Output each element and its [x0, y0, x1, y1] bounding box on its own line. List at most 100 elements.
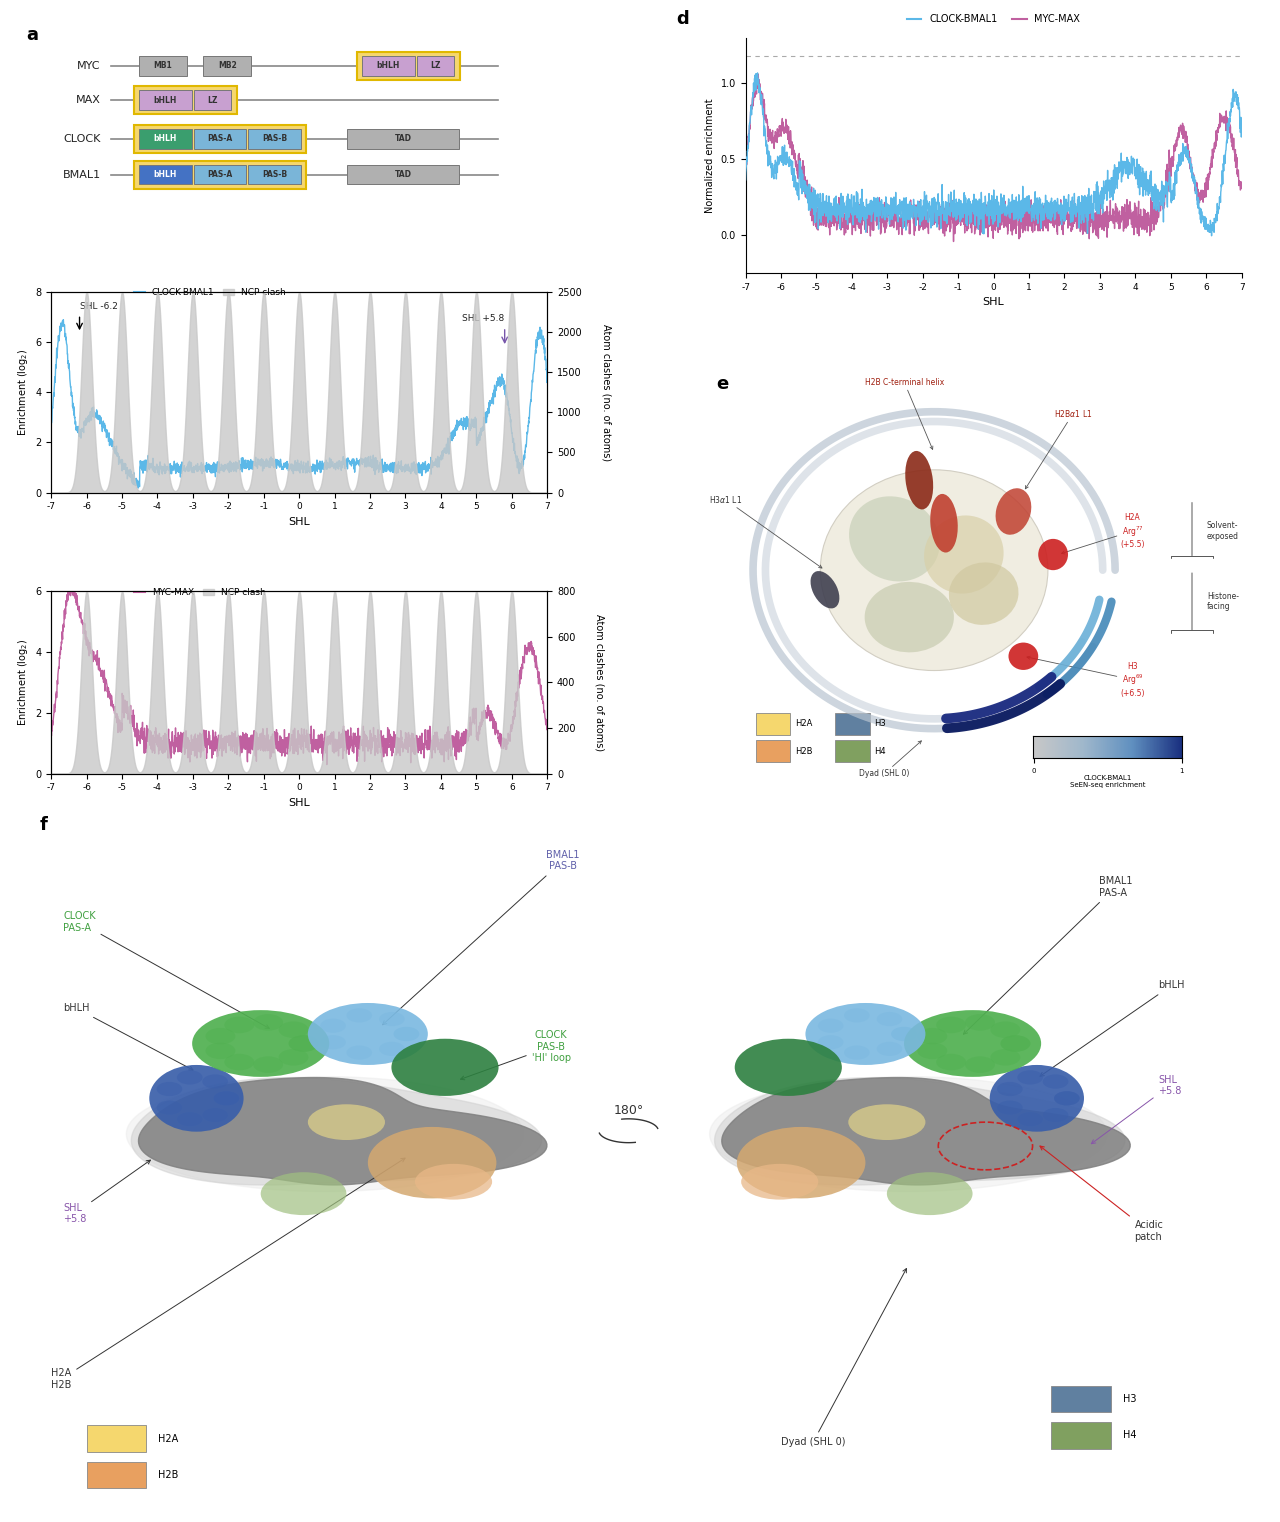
FancyBboxPatch shape	[248, 129, 301, 149]
Text: H2B$\alpha$1 L1: H2B$\alpha$1 L1	[1025, 408, 1092, 489]
Text: a: a	[27, 26, 38, 44]
Text: Acidic
patch: Acidic patch	[1041, 1146, 1164, 1242]
Text: SHL
+5.8: SHL +5.8	[1092, 1075, 1181, 1143]
Ellipse shape	[904, 1011, 1041, 1078]
Ellipse shape	[1018, 1113, 1043, 1126]
Ellipse shape	[991, 1049, 1020, 1065]
Ellipse shape	[887, 1172, 973, 1215]
FancyBboxPatch shape	[357, 52, 460, 81]
Bar	[87, 1426, 146, 1452]
Text: PAS-A: PAS-A	[207, 170, 233, 180]
Legend: MYC-MAX, NCP clash: MYC-MAX, NCP clash	[131, 584, 269, 601]
Ellipse shape	[810, 571, 840, 609]
Ellipse shape	[737, 1126, 865, 1198]
Ellipse shape	[214, 1091, 239, 1105]
Bar	[1051, 1385, 1111, 1412]
FancyBboxPatch shape	[204, 56, 251, 76]
FancyBboxPatch shape	[140, 129, 192, 149]
Ellipse shape	[320, 1018, 346, 1033]
Ellipse shape	[308, 1105, 385, 1140]
Ellipse shape	[948, 563, 1019, 626]
Ellipse shape	[308, 1003, 428, 1065]
Text: SHL +5.8: SHL +5.8	[462, 314, 504, 323]
Text: H2A: H2A	[159, 1434, 179, 1443]
Ellipse shape	[202, 1075, 228, 1088]
Ellipse shape	[936, 1053, 966, 1070]
FancyBboxPatch shape	[347, 164, 460, 184]
Ellipse shape	[997, 1100, 1023, 1114]
Ellipse shape	[1001, 1035, 1030, 1052]
Y-axis label: Enrichment (log$_2$): Enrichment (log$_2$)	[15, 349, 29, 435]
Ellipse shape	[156, 1100, 182, 1114]
Ellipse shape	[965, 1014, 995, 1030]
Ellipse shape	[918, 1043, 947, 1059]
Ellipse shape	[214, 1091, 239, 1105]
FancyBboxPatch shape	[140, 164, 192, 184]
Ellipse shape	[393, 1027, 420, 1041]
X-axis label: SHL: SHL	[983, 297, 1005, 307]
Text: bHLH: bHLH	[1041, 980, 1185, 1076]
Y-axis label: Enrichment (log$_2$): Enrichment (log$_2$)	[15, 639, 29, 726]
Ellipse shape	[415, 1164, 492, 1199]
Y-axis label: Atom clashes (no. of atoms): Atom clashes (no. of atoms)	[595, 613, 605, 750]
Ellipse shape	[844, 1046, 869, 1059]
Ellipse shape	[818, 1035, 844, 1049]
Bar	[1051, 1422, 1111, 1449]
Text: H3
Arg$^{69}$
(+6.5): H3 Arg$^{69}$ (+6.5)	[1027, 656, 1144, 697]
Text: bHLH: bHLH	[154, 96, 177, 105]
Ellipse shape	[379, 1012, 404, 1026]
Polygon shape	[138, 1078, 547, 1186]
Ellipse shape	[989, 1065, 1084, 1132]
Bar	[87, 1461, 146, 1489]
Legend: CLOCK-BMAL1, NCP clash: CLOCK-BMAL1, NCP clash	[131, 285, 289, 300]
Y-axis label: Atom clashes (no. of atoms): Atom clashes (no. of atoms)	[602, 324, 611, 461]
Ellipse shape	[279, 1021, 308, 1038]
Ellipse shape	[991, 1021, 1020, 1038]
Ellipse shape	[261, 1172, 347, 1215]
Text: PAS-B: PAS-B	[262, 170, 287, 180]
Ellipse shape	[393, 1027, 420, 1041]
Text: MB2: MB2	[218, 61, 237, 70]
Text: SHL
+5.8: SHL +5.8	[63, 1160, 151, 1224]
Ellipse shape	[1053, 1091, 1080, 1105]
Text: CLOCK
PAS-A: CLOCK PAS-A	[63, 912, 269, 1029]
Ellipse shape	[1018, 1070, 1043, 1085]
Ellipse shape	[202, 1108, 228, 1122]
Text: H2B: H2B	[795, 747, 813, 756]
Ellipse shape	[820, 470, 1048, 671]
Polygon shape	[714, 1078, 1125, 1186]
Text: MYC: MYC	[77, 61, 101, 72]
Ellipse shape	[347, 1046, 372, 1059]
Text: e: e	[716, 374, 728, 393]
Text: PAS-A: PAS-A	[207, 134, 233, 143]
Ellipse shape	[1001, 1035, 1030, 1052]
Text: PAS-B: PAS-B	[262, 134, 287, 143]
Text: H3: H3	[1123, 1394, 1137, 1403]
Text: bHLH: bHLH	[154, 134, 177, 143]
FancyBboxPatch shape	[133, 125, 306, 152]
Text: H4: H4	[874, 747, 886, 756]
Ellipse shape	[1043, 1075, 1069, 1088]
FancyBboxPatch shape	[362, 56, 415, 76]
Text: LZ: LZ	[430, 61, 440, 70]
Text: CLOCK
PAS-B
'HI' loop: CLOCK PAS-B 'HI' loop	[461, 1030, 571, 1079]
Ellipse shape	[206, 1027, 236, 1044]
Ellipse shape	[849, 496, 940, 581]
Ellipse shape	[997, 1082, 1023, 1096]
Ellipse shape	[891, 1027, 916, 1041]
Text: 180°: 180°	[613, 1105, 644, 1117]
Ellipse shape	[177, 1113, 202, 1126]
Ellipse shape	[844, 1008, 869, 1023]
Ellipse shape	[1053, 1091, 1080, 1105]
Ellipse shape	[156, 1082, 182, 1096]
Text: TAD: TAD	[394, 134, 412, 143]
Ellipse shape	[931, 495, 957, 552]
Ellipse shape	[877, 1041, 902, 1056]
Ellipse shape	[288, 1035, 319, 1052]
Bar	[755, 740, 790, 763]
FancyBboxPatch shape	[417, 56, 454, 76]
Text: bHLH: bHLH	[63, 1003, 193, 1070]
Text: H3: H3	[874, 720, 886, 729]
Ellipse shape	[253, 1056, 283, 1073]
Ellipse shape	[367, 1126, 497, 1198]
